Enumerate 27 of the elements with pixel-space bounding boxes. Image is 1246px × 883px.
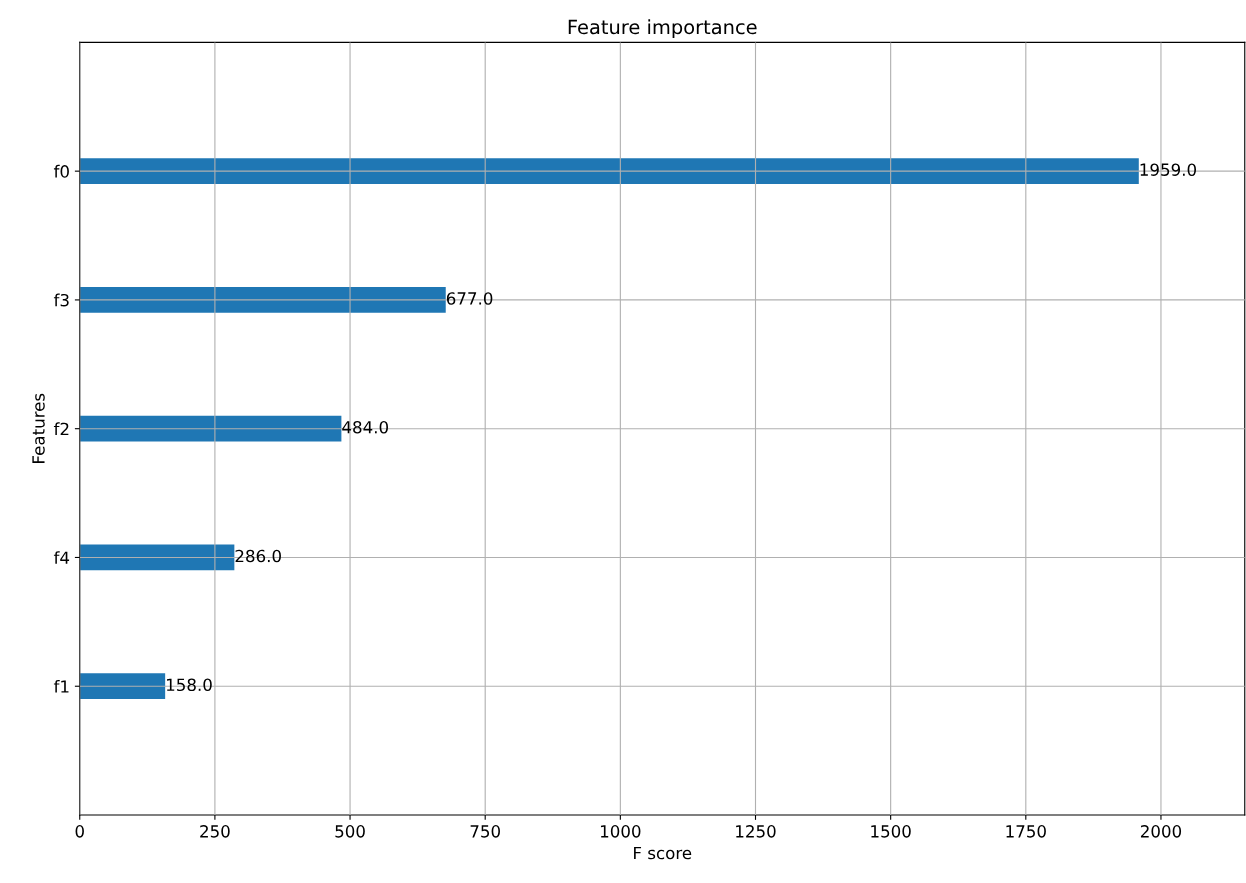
x-axis-title: F score — [634, 846, 692, 860]
bar — [79, 415, 342, 442]
bar — [79, 544, 235, 571]
data-label: 286.0 — [235, 549, 281, 563]
x-tick-label: 1500 — [871, 825, 911, 838]
y-axis-title: Features — [32, 393, 45, 463]
x-tick-label: 0 — [75, 825, 84, 838]
y-tick-label: f3 — [53, 293, 69, 307]
y-tick-label: f2 — [53, 422, 69, 436]
x-tick-label: 500 — [335, 825, 365, 838]
chart-title: Feature importance — [568, 19, 757, 39]
y-tick-label: f4 — [53, 551, 70, 564]
y-tick-label: f1 — [53, 679, 69, 693]
data-label: 484.0 — [342, 420, 388, 434]
x-tick-label: 250 — [200, 825, 230, 838]
x-tick-label: 1000 — [600, 825, 641, 838]
data-label: 158.0 — [166, 678, 212, 692]
y-tick-label: f0 — [53, 164, 69, 178]
bar — [79, 287, 446, 313]
x-tick-label: 2000 — [1140, 825, 1182, 838]
x-tick-label: 1250 — [736, 825, 776, 838]
data-label: 1959.0 — [1140, 163, 1197, 176]
bar — [79, 158, 1139, 185]
bar — [79, 673, 166, 700]
x-tick-label: 750 — [470, 825, 500, 838]
x-tick-label: 1750 — [1006, 825, 1046, 838]
data-label: 677.0 — [446, 292, 493, 305]
